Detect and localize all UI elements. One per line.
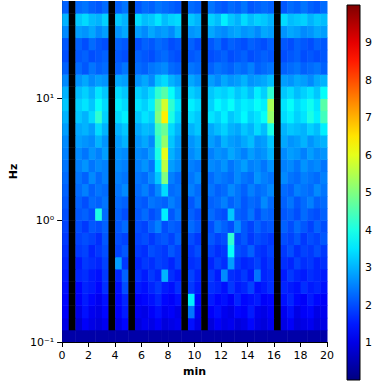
svg-text:2: 2 (365, 299, 372, 312)
svg-text:14: 14 (241, 349, 255, 362)
svg-text:1: 1 (365, 336, 372, 349)
svg-text:4: 4 (365, 224, 372, 237)
svg-text:7: 7 (365, 111, 372, 124)
svg-text:8: 8 (165, 349, 172, 362)
svg-text:Hz: Hz (7, 164, 20, 180)
svg-text:8: 8 (365, 74, 372, 87)
svg-text:6: 6 (365, 149, 372, 162)
svg-text:2: 2 (85, 349, 92, 362)
svg-text:16: 16 (267, 349, 281, 362)
svg-text:10: 10 (188, 349, 202, 362)
svg-text:5: 5 (365, 186, 372, 199)
svg-text:3: 3 (365, 261, 372, 274)
svg-text:9: 9 (365, 36, 372, 49)
svg-text:18: 18 (294, 349, 308, 362)
svg-text:10¹: 10¹ (36, 92, 54, 105)
svg-text:10⁻¹: 10⁻¹ (30, 336, 54, 349)
svg-text:4: 4 (112, 349, 119, 362)
svg-text:12: 12 (214, 349, 228, 362)
svg-text:10⁰: 10⁰ (36, 214, 55, 227)
svg-text:20: 20 (320, 349, 334, 362)
svg-text:6: 6 (138, 349, 145, 362)
svg-text:0: 0 (59, 349, 66, 362)
svg-text:min: min (183, 365, 206, 378)
